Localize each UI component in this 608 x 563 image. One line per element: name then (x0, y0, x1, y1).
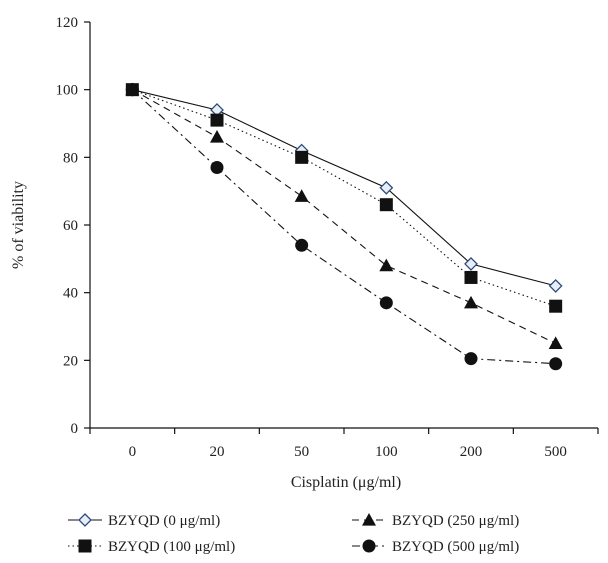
legend-label: BZYQD (500 μg/ml) (392, 539, 519, 555)
series-line (132, 89, 556, 344)
legend-label: BZYQD (100 μg/ml) (108, 539, 235, 555)
legend-item: BZYQD (250 μg/ml) (352, 513, 519, 529)
legend-item: BZYQD (0 μg/ml) (68, 513, 220, 529)
y-tick-label: 20 (63, 353, 78, 369)
data-point (379, 180, 394, 195)
x-tick-label: 100 (375, 444, 398, 460)
y-tick-label: 80 (63, 150, 78, 166)
y-tick-label: 100 (56, 83, 79, 99)
series-line (132, 89, 556, 287)
x-axis-title: Cisplatin (μg/ml) (291, 474, 401, 491)
data-point (464, 295, 478, 309)
x-tick-label: 500 (544, 444, 567, 460)
legend-marker (362, 513, 376, 526)
y-tick-label: 0 (71, 421, 79, 437)
y-tick-label: 60 (63, 218, 78, 234)
data-point (549, 299, 563, 313)
legend: BZYQD (0 μg/ml) BZYQD (100 μg/ml) BZYQD (2… (68, 513, 519, 555)
series-0 (125, 82, 563, 293)
data-point (295, 238, 309, 252)
data-point (210, 113, 224, 127)
axes: 0 20 40 60 80 100 120 0 20 50 100 200 500 (56, 15, 599, 460)
legend-label: BZYQD (250 μg/ml) (392, 513, 519, 529)
data-point (125, 83, 139, 97)
x-tick-label: 200 (460, 444, 483, 460)
series-line (131, 89, 556, 365)
series-2 (125, 82, 563, 350)
legend-label: BZYQD (0 μg/ml) (108, 513, 220, 529)
y-tick-label: 40 (63, 286, 78, 302)
data-point (295, 150, 309, 164)
y-axis-title: % of viability (10, 181, 27, 269)
data-point (464, 256, 478, 271)
legend-item: BZYQD (100 μg/ml) (68, 539, 235, 555)
data-point (210, 130, 224, 143)
series-3 (125, 83, 563, 371)
legend-item: BZYQD (500 μg/ml) (352, 539, 519, 555)
data-point (379, 198, 393, 212)
legend-marker (362, 539, 376, 553)
x-tick-label: 0 (129, 444, 137, 460)
legend-marker (78, 513, 92, 527)
x-tick-label: 50 (294, 444, 309, 460)
data-point (294, 189, 309, 202)
x-tick-label: 20 (210, 444, 225, 460)
y-tick-label: 120 (56, 15, 79, 31)
data-point (549, 357, 563, 371)
series-line (132, 89, 556, 307)
data-point (464, 270, 478, 284)
data-point (379, 258, 394, 272)
data-point (379, 296, 393, 310)
data-point (464, 352, 478, 366)
data-point (210, 160, 224, 174)
data-point (548, 336, 563, 350)
series-group (125, 82, 563, 371)
legend-marker (78, 539, 92, 553)
series-1 (125, 83, 563, 313)
data-point (548, 278, 563, 293)
